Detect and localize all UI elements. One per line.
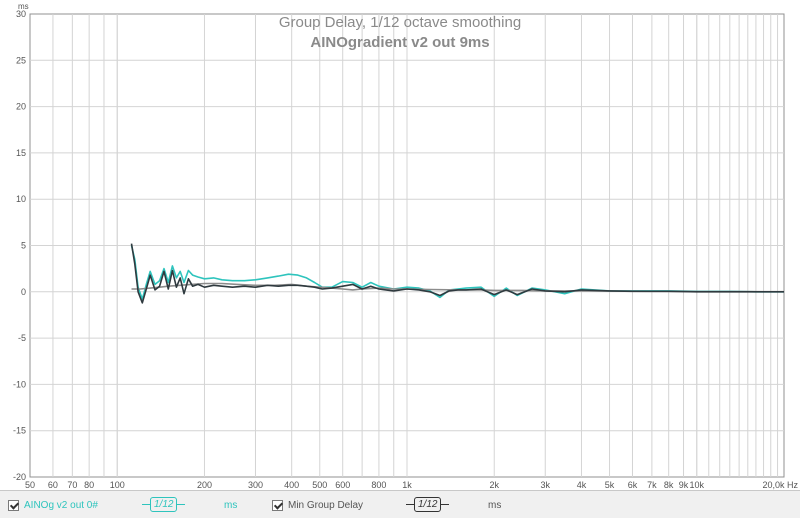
x-tick-label: 6k xyxy=(628,480,638,490)
x-tick-label: 60 xyxy=(48,480,58,490)
y-tick-label: 10 xyxy=(16,194,26,204)
y-tick-label: -20 xyxy=(13,472,26,482)
x-tick-label: 9k xyxy=(679,480,689,490)
aino-smoothing-control[interactable]: 1/12 xyxy=(142,496,186,512)
min-group-delay-unit-label: ms xyxy=(488,500,502,511)
chart-subtitle: AINOgradient v2 out 9ms xyxy=(310,34,489,51)
x-tick-label: 400 xyxy=(284,480,299,490)
aino-smoothing-value: 1/12 xyxy=(150,496,178,512)
aino-visibility-checkbox[interactable] xyxy=(8,499,19,511)
y-tick-label: 30 xyxy=(16,9,26,19)
x-tick-label: 4k xyxy=(577,480,587,490)
min-group-delay-smoothing-value: 1/12 xyxy=(414,496,442,512)
series-line-2 xyxy=(130,243,784,304)
smoothing-line-right xyxy=(441,503,450,505)
x-tick-label: 600 xyxy=(335,480,350,490)
y-tick-label: 15 xyxy=(16,148,26,158)
x-tick-label: 2k xyxy=(489,480,499,490)
x-tick-label: 1k xyxy=(402,480,412,490)
min-group-delay-visibility-checkbox[interactable] xyxy=(272,499,283,511)
smoothing-line-right xyxy=(177,503,186,505)
x-tick-label: 200 xyxy=(197,480,212,490)
legend-label-aino: AINOg v2 out 0# xyxy=(24,499,98,511)
legend-label-min-group-delay: Min Group Delay xyxy=(288,499,364,511)
series-layer xyxy=(130,243,785,304)
x-tick-label: 10k xyxy=(690,480,705,490)
y-tick-label: 5 xyxy=(21,241,26,251)
x-tick-label: 70 xyxy=(67,480,77,490)
x-tick-label: 80 xyxy=(84,480,94,490)
x-tick-label: 3k xyxy=(540,480,550,490)
series-line-1 xyxy=(131,282,785,293)
smoothing-line-left xyxy=(142,503,150,505)
y-tick-label: 0 xyxy=(21,287,26,297)
x-tick-label: 7k xyxy=(647,480,657,490)
x-tick-label: 500 xyxy=(312,480,327,490)
legend-item-min-group-delay[interactable]: Min Group Delay xyxy=(272,498,363,512)
y-tick-label: 20 xyxy=(16,102,26,112)
y-tick-label: -5 xyxy=(18,333,26,343)
x-tick-label: 300 xyxy=(248,480,263,490)
legend-item-aino[interactable]: AINOg v2 out 0# xyxy=(8,498,98,512)
x-tick-label: 8k xyxy=(664,480,674,490)
min-group-delay-smoothing-control[interactable]: 1/12 xyxy=(406,496,450,512)
x-tick-label: 800 xyxy=(371,480,386,490)
x-tick-label: 5k xyxy=(605,480,615,490)
y-tick-label: 25 xyxy=(16,55,26,65)
y-tick-label: -10 xyxy=(13,379,26,389)
x-tick-label: 50 xyxy=(25,480,35,490)
y-tick-label: -15 xyxy=(13,426,26,436)
x-tick-labels: 50 60 70 80 100 200 300 400 500 600 800 1k 2k 3k 4k 5k 6… xyxy=(25,480,798,490)
y-tick-labels: 30 25 20 15 10 5 0 -5 -10 -15 -20 xyxy=(13,9,26,482)
chart-title: Group Delay, 1/12 octave smoothing xyxy=(279,14,521,31)
legend-bar: AINOg v2 out 0# 1/12 ms Min Group Delay … xyxy=(0,490,800,518)
x-tick-label: 20,0k Hz xyxy=(762,480,798,490)
x-tick-label: 100 xyxy=(110,480,125,490)
smoothing-line-left xyxy=(406,503,414,505)
y-axis-unit-label: ms xyxy=(18,2,29,11)
aino-unit-label: ms xyxy=(224,500,238,511)
